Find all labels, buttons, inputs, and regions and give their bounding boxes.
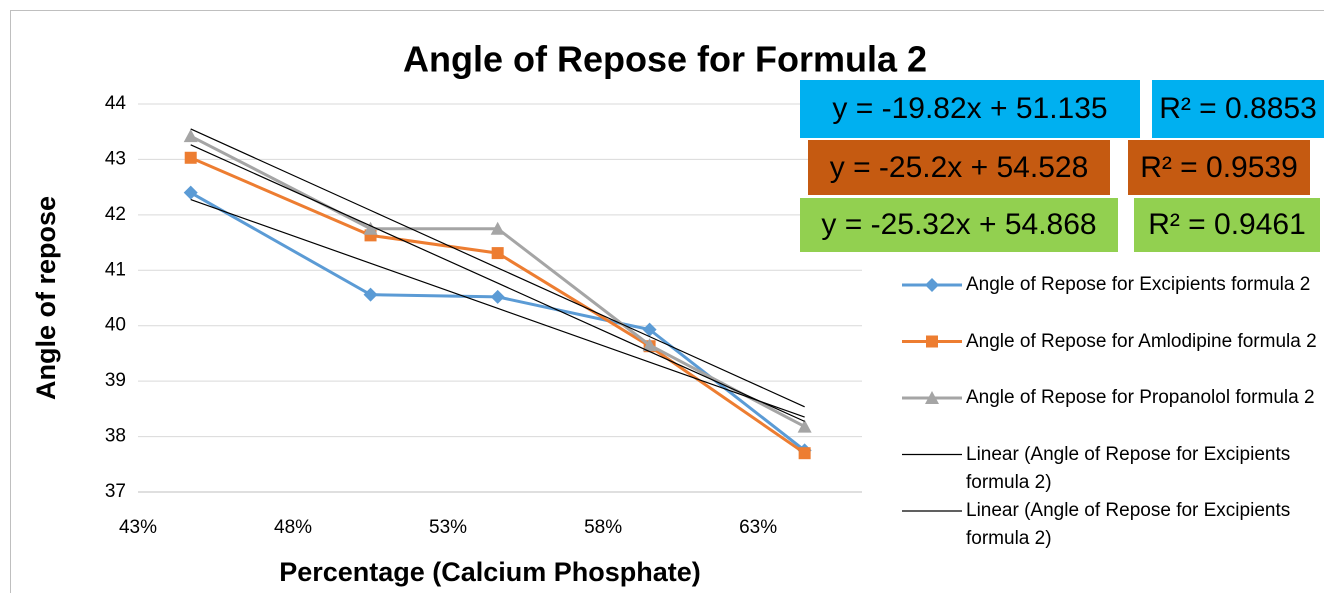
marker xyxy=(642,338,657,352)
legend-marker xyxy=(925,391,939,404)
marker xyxy=(491,247,504,260)
marker xyxy=(490,221,505,235)
r-squared-label: R² = 0.8853 xyxy=(1152,80,1324,138)
equation-label: y = -25.2x + 54.528 xyxy=(808,140,1110,195)
r-squared-label: R² = 0.9539 xyxy=(1128,140,1310,195)
y-tick-label: 42 xyxy=(105,204,126,225)
chart-title: Angle of Repose for Formula 2 xyxy=(403,39,927,80)
x-tick-label: 58% xyxy=(584,517,622,538)
y-tick-label: 43 xyxy=(105,148,126,169)
legend-marker xyxy=(926,335,938,348)
x-axis-label: Percentage (Calcium Phosphate) xyxy=(279,557,701,587)
series-line xyxy=(190,134,806,428)
legend-label: Linear (Angle of Repose for Excipients f… xyxy=(966,500,1291,549)
x-tick-label: 43% xyxy=(119,517,157,538)
legend-label: Angle of Repose for Amlodipine formula 2 xyxy=(966,330,1317,352)
x-tick-label: 48% xyxy=(274,517,312,538)
marker xyxy=(490,289,505,304)
legend-label: Angle of Repose for Excipients formula 2 xyxy=(966,274,1311,295)
y-tick-label: 37 xyxy=(105,481,126,502)
marker xyxy=(183,129,198,143)
marker xyxy=(798,447,811,460)
trendline xyxy=(190,128,805,408)
marker xyxy=(184,151,197,164)
y-tick-label: 44 xyxy=(105,93,127,114)
y-tick-label: 41 xyxy=(105,259,126,280)
x-tick-label: 53% xyxy=(429,517,467,538)
trendline xyxy=(190,144,805,422)
series-line xyxy=(190,156,806,455)
marker xyxy=(642,322,657,337)
marker xyxy=(363,287,378,302)
equation-label: y = -19.82x + 51.135 xyxy=(800,80,1140,138)
equation-label: y = -25.32x + 54.868 xyxy=(800,198,1118,252)
trendline xyxy=(190,199,805,418)
marker xyxy=(183,185,198,200)
legend-label: Angle of Repose for Propanolol formula 2 xyxy=(966,387,1315,408)
marker xyxy=(797,419,812,433)
legend-label: Linear (Angle of Repose for Excipients f… xyxy=(966,443,1291,493)
y-tick-label: 40 xyxy=(105,315,126,336)
r-squared-label: R² = 0.9461 xyxy=(1134,198,1320,252)
y-tick-label: 39 xyxy=(105,370,126,391)
marker xyxy=(363,221,378,235)
y-axis-label: Angle of repose xyxy=(31,196,61,400)
legend-marker xyxy=(925,278,939,292)
chart-border xyxy=(10,10,1324,593)
y-tick-label: 38 xyxy=(105,426,126,447)
x-tick-label: 63% xyxy=(739,517,777,538)
